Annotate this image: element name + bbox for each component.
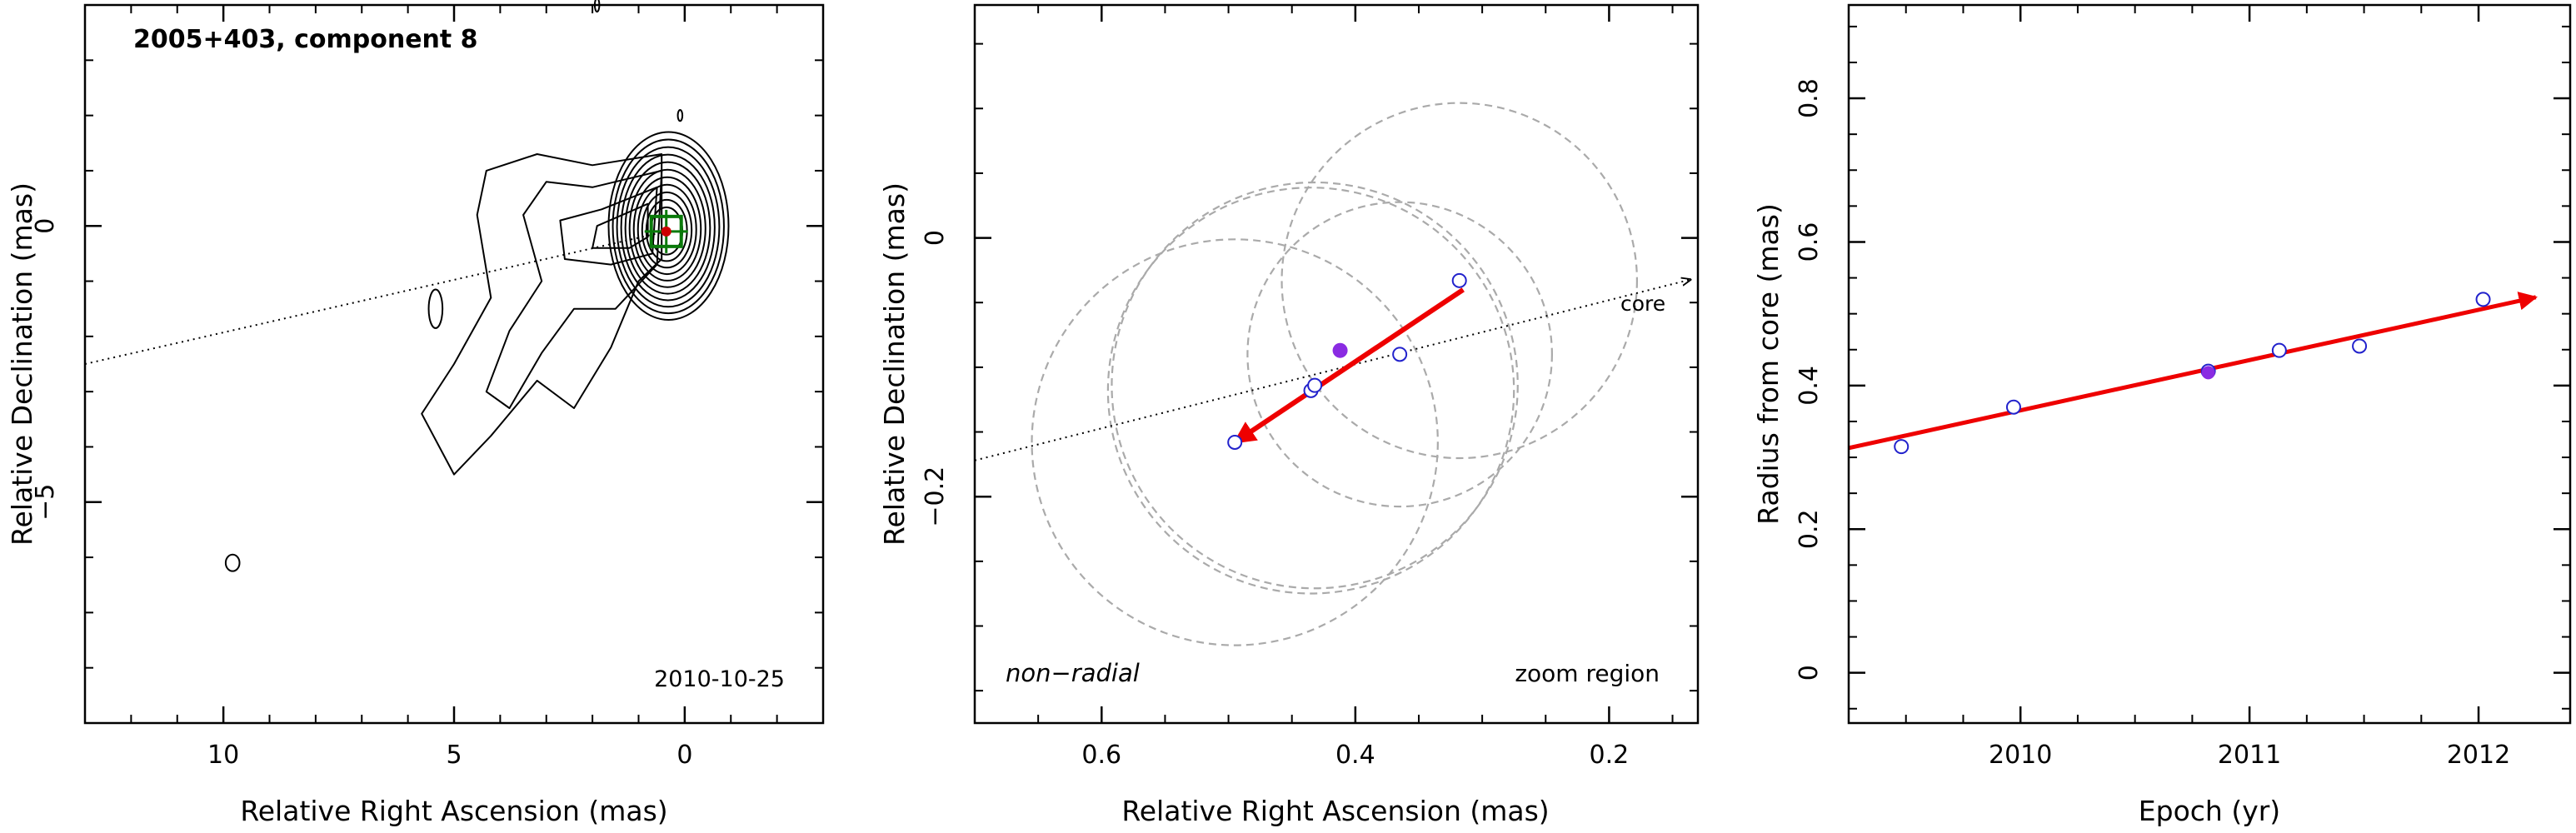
y-tick-label: 0 — [1795, 665, 1824, 681]
epoch-label: 2010-10-25 — [654, 666, 785, 692]
highlight-point — [1332, 342, 1348, 358]
x-tick-label: 0 — [676, 741, 692, 770]
y-tick-label: 0.4 — [1795, 366, 1824, 406]
contour-jet — [485, 169, 663, 409]
contour-core — [632, 176, 702, 282]
axis-ticks: 10 5 0 0 −5 — [31, 5, 823, 770]
data-points — [1894, 292, 2491, 455]
x-tick-label: 2012 — [2447, 741, 2510, 770]
data-point — [1451, 272, 1467, 288]
motion-arrow — [1232, 287, 1465, 445]
x-tick-label: 0.4 — [1335, 741, 1375, 770]
error-circle — [1246, 201, 1553, 508]
error-circle — [1281, 102, 1639, 460]
x-axis-title: Relative Right Ascension (mas) — [1121, 795, 1549, 827]
y-tick-label: −0.2 — [921, 466, 950, 527]
contour-blob — [427, 288, 444, 329]
y-axis-title: Radius from core (mas) — [1752, 203, 1785, 525]
y-tick-label: −5 — [31, 484, 60, 521]
data-point — [2005, 399, 2021, 415]
data-point — [1227, 434, 1243, 450]
data-point — [2475, 292, 2491, 307]
contour-core — [607, 131, 730, 321]
fit-arrow — [1848, 292, 2538, 451]
contour-jet — [421, 153, 663, 476]
radius-panel: 2010 2011 2012 0 0.2 0.4 0.6 0.8 Epoch (yr) Rad… — [1752, 3, 2572, 827]
x-tick-label: 5 — [446, 741, 462, 770]
contour-core — [628, 168, 706, 288]
error-circle — [1031, 238, 1439, 646]
direction-line — [84, 230, 666, 365]
component-marker — [644, 209, 688, 253]
y-tick-label: 0 — [31, 218, 60, 234]
x-tick-label: 2011 — [2218, 741, 2281, 770]
contour-core — [616, 146, 721, 308]
data-point — [1894, 439, 1910, 455]
data-point — [1392, 347, 1408, 362]
contours — [224, 0, 730, 572]
plot-frame — [1847, 3, 2572, 725]
data-points — [1227, 272, 1467, 450]
x-axis-title: Epoch (yr) — [2139, 795, 2280, 827]
y-tick-label: 0.8 — [1795, 78, 1824, 118]
x-tick-label: 0.6 — [1081, 741, 1121, 770]
data-point — [1307, 377, 1323, 393]
contour-blob — [676, 108, 684, 122]
x-tick-label: 0.2 — [1590, 741, 1630, 770]
error-circle — [1111, 181, 1519, 590]
data-point — [2352, 338, 2368, 354]
highlight-point — [2201, 366, 2215, 380]
y-tick-label: 0 — [921, 230, 950, 246]
x-tick-label: 10 — [207, 741, 239, 770]
x-axis-title: Relative Right Ascension (mas) — [240, 795, 667, 827]
contour-core — [637, 183, 697, 276]
y-tick-label: 0.6 — [1795, 222, 1824, 262]
non-radial-label: non−radial — [1006, 659, 1140, 687]
contour-core — [620, 153, 716, 302]
data-point — [2271, 342, 2287, 358]
contour-panel: 10 5 0 0 −5 2005+403, component 8 2010-10-25… — [6, 0, 825, 827]
y-axis-title: Relative Declination (mas) — [878, 182, 911, 546]
contour-core — [612, 138, 725, 315]
contour-jet — [559, 186, 658, 266]
error-circles — [1031, 102, 1639, 646]
error-circle — [1106, 187, 1515, 595]
y-axis-title: Relative Declination (mas) — [6, 182, 38, 546]
component-point — [661, 226, 671, 237]
contour-core — [641, 191, 693, 269]
plot-frame — [83, 3, 825, 725]
x-tick-label: 2010 — [1989, 741, 2052, 770]
axis-ticks: 2010 2011 2012 0 0.2 0.4 0.6 0.8 — [1795, 5, 2570, 770]
panel-title: 2005+403, component 8 — [133, 25, 478, 54]
plot-frame — [973, 3, 1700, 725]
core-label: core — [1620, 292, 1665, 316]
zoom-panel: 0.6 0.4 0.2 0 −0.2 non−radial zoom region co… — [878, 3, 1700, 827]
contour-blob — [224, 553, 241, 572]
axis-ticks: 0.6 0.4 0.2 0 −0.2 — [921, 5, 1698, 770]
contour-core — [624, 161, 711, 295]
y-tick-label: 0.2 — [1795, 509, 1824, 549]
core-direction-line — [974, 279, 1691, 461]
zoom-region-label: zoom region — [1515, 660, 1660, 687]
